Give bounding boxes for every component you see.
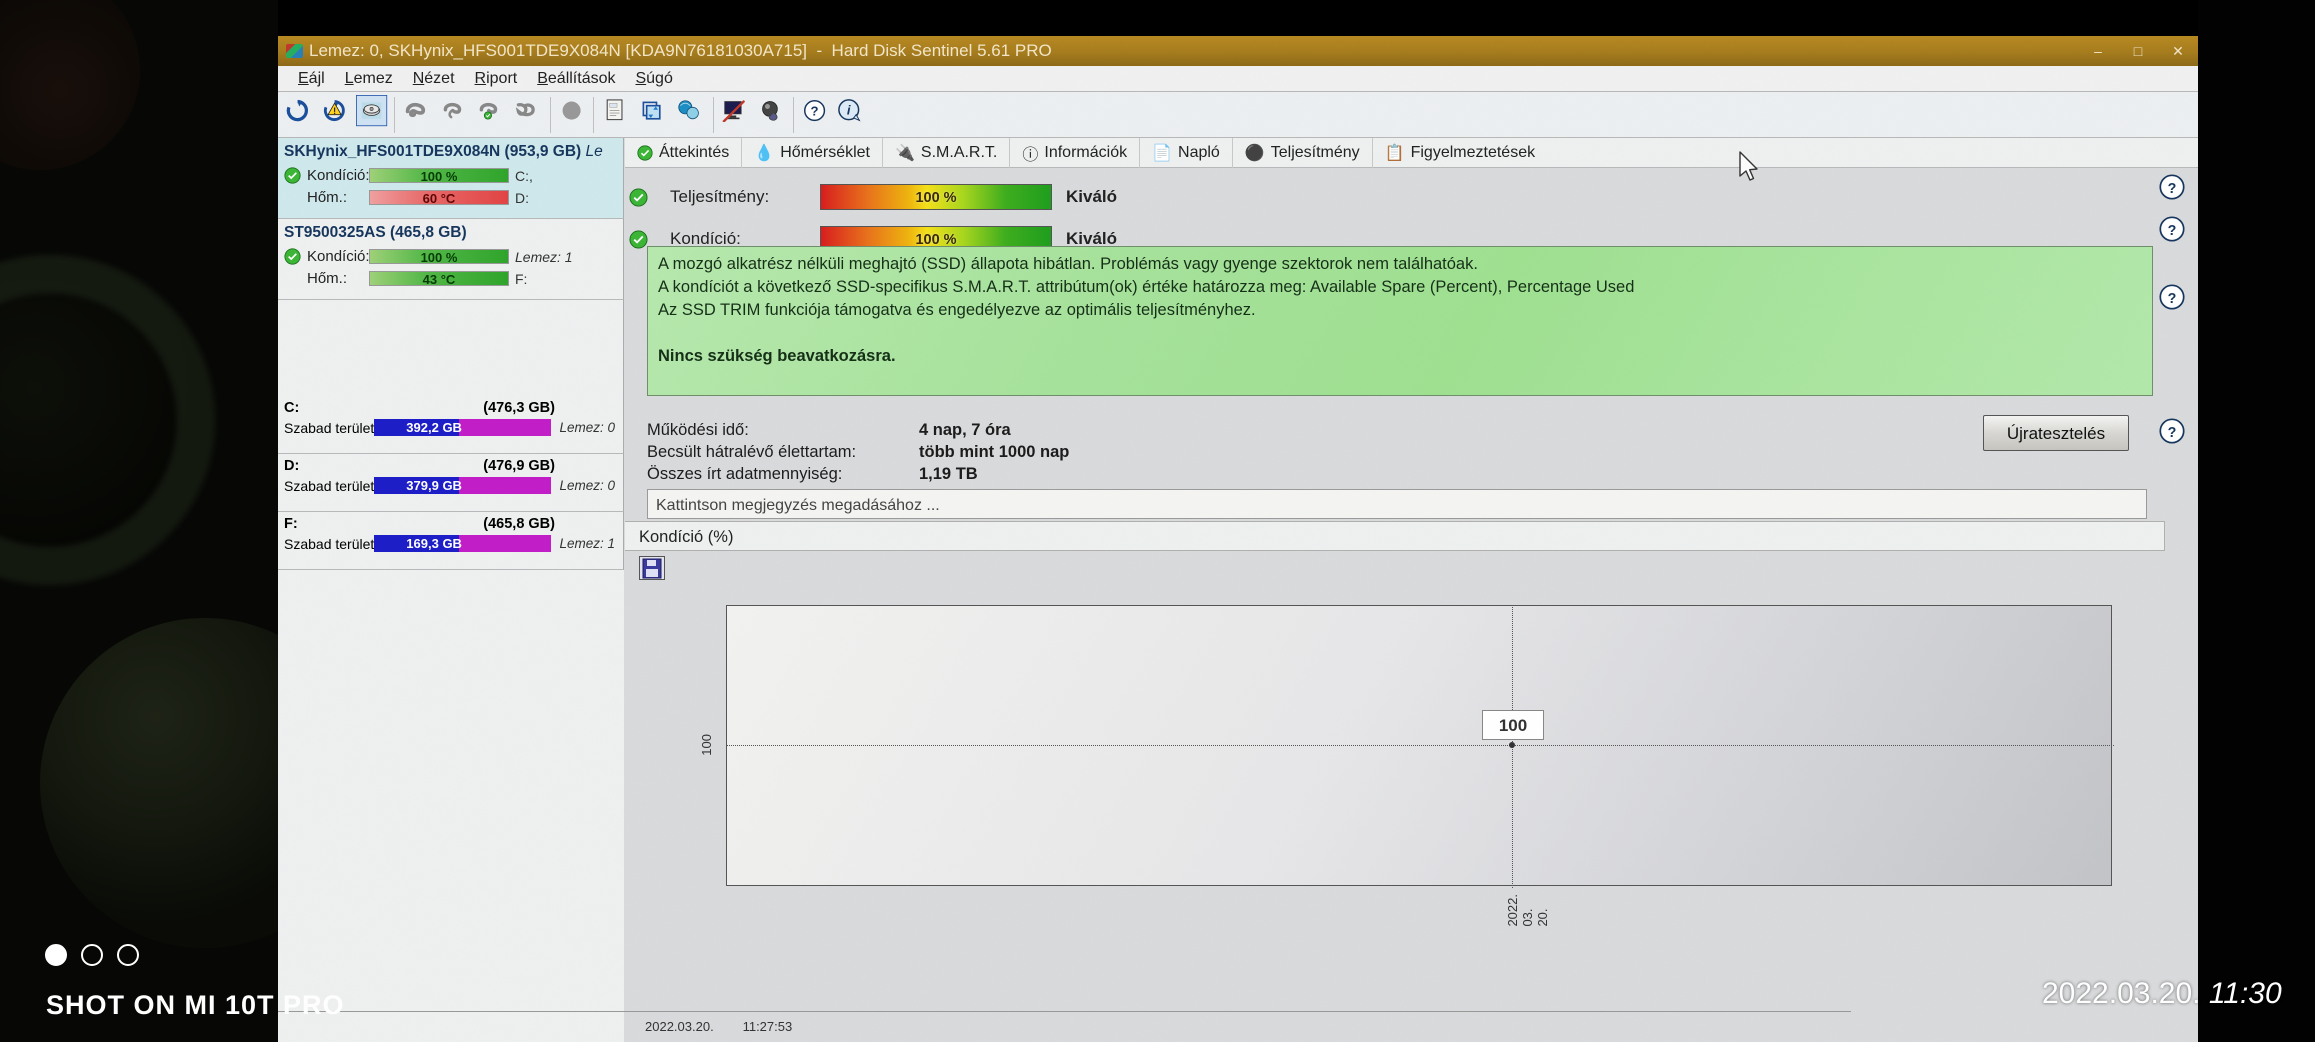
svg-text:?: ? bbox=[2168, 425, 2177, 441]
svg-text:?: ? bbox=[811, 104, 819, 119]
svg-text:!: ! bbox=[333, 106, 336, 116]
svg-text:?: ? bbox=[2168, 181, 2177, 197]
svg-text:?: ? bbox=[2168, 223, 2177, 239]
svg-text:?: ? bbox=[2168, 291, 2177, 307]
svg-text:i: i bbox=[847, 103, 851, 118]
